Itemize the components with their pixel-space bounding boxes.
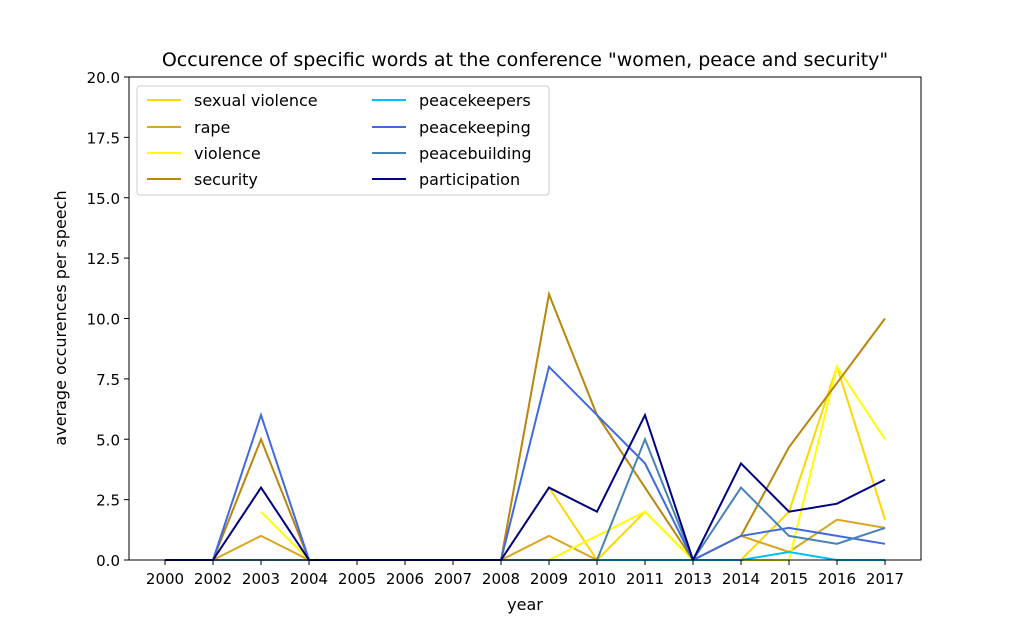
x-tick-label: 2007 [434,570,472,588]
legend-label: security [194,170,258,189]
series-lines [165,290,886,563]
x-tick-label: 2017 [866,570,904,588]
series-line-rape [165,518,886,561]
y-tick-label: 0.0 [96,552,120,570]
chart-title: Occurence of specific words at the confe… [162,49,888,71]
legend-label: violence [194,144,261,163]
plot-area [128,76,922,563]
y-axis-label: average occurences per speech [51,190,70,445]
legend-box [136,85,550,196]
x-tick-label: 2005 [338,570,376,588]
x-tick-label: 2011 [626,570,664,588]
y-tick-label: 12.5 [87,250,120,268]
x-tick-label: 2002 [194,570,232,588]
x-tick-label: 2008 [482,570,520,588]
legend-label: sexual violence [194,91,318,110]
x-tick-label: 2009 [530,570,568,588]
y-tick-label: 20.0 [87,69,120,87]
x-axis-label: year [507,595,543,614]
x-tick-label: 2015 [770,570,808,588]
y-tick-label: 2.5 [96,492,120,510]
x-axis: 2000 2002 2003 2004 2005 2006 2007 2008 2009 2010… [146,560,904,588]
series-line-peacekeepers [165,550,885,561]
x-tick-label: 2010 [578,570,616,588]
y-tick-label: 15.0 [87,190,120,208]
x-tick-label: 2014 [722,570,760,588]
x-tick-label: 2016 [818,570,856,588]
y-tick-label: 7.5 [96,371,120,389]
legend-label: peacekeepers [419,91,531,110]
series-line-peacekeeping [165,364,886,562]
series-line-participation [165,412,886,563]
legend-label: rape [194,118,230,137]
legend-label: participation [419,170,520,189]
x-tick-label: 2004 [290,570,328,588]
y-tick-label: 17.5 [87,129,120,147]
x-tick-label: 2006 [386,570,424,588]
y-axis: 0.0 2.5 5.0 7.5 10.0 12.5 15.0 17.5 20.0 [87,69,129,570]
y-tick-label: 5.0 [96,431,120,449]
x-tick-label: 2003 [242,570,280,588]
x-tick-label: 2000 [146,570,184,588]
x-tick-label: 2013 [674,570,712,588]
series-line-violence [260,364,886,561]
legend-label: peacekeeping [419,118,531,137]
legend-label: peacebuilding [419,144,532,163]
y-tick-label: 10.0 [87,311,120,329]
legend: sexual violence rape violence security peace… [136,85,550,196]
series-line-security [165,290,886,562]
